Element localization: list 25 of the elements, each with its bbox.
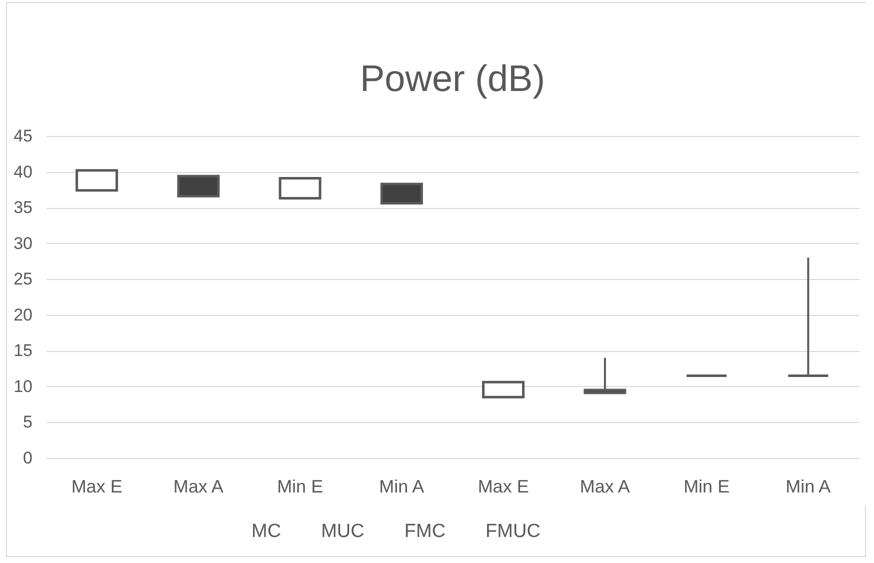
x-tick-label: Min A (786, 476, 831, 496)
text: MC (252, 521, 282, 543)
x-tick-label: Min E (277, 476, 324, 496)
y-tick-label: 5 (23, 412, 32, 432)
candlestick (786, 256, 830, 377)
text: FMUC (486, 521, 540, 543)
y-tick-label: 35 (14, 198, 32, 218)
y-tick-label: 15 (14, 341, 32, 360)
text: MUC (321, 521, 364, 543)
y-tick-label: 10 (14, 376, 32, 396)
y-tick-label: 0 (23, 448, 32, 468)
y-tick-label: 20 (14, 305, 32, 324)
y-tick-label: 40 (14, 162, 32, 182)
y-tick-label: 30 (14, 234, 32, 253)
x-tick-label: Max E (478, 476, 529, 496)
text: FMC (404, 521, 446, 543)
y-tick-label: 45 (14, 126, 32, 146)
chart-title: Power (dB) (360, 58, 546, 99)
x-tick-label: Min A (379, 476, 424, 496)
x-tick-label: Max A (580, 476, 630, 496)
x-tick-label: Max E (71, 476, 122, 496)
x-tick-label: Max A (173, 476, 224, 496)
y-tick-label: 25 (14, 270, 32, 289)
x-tick-label: Min E (684, 476, 730, 496)
candlestick (584, 356, 626, 394)
